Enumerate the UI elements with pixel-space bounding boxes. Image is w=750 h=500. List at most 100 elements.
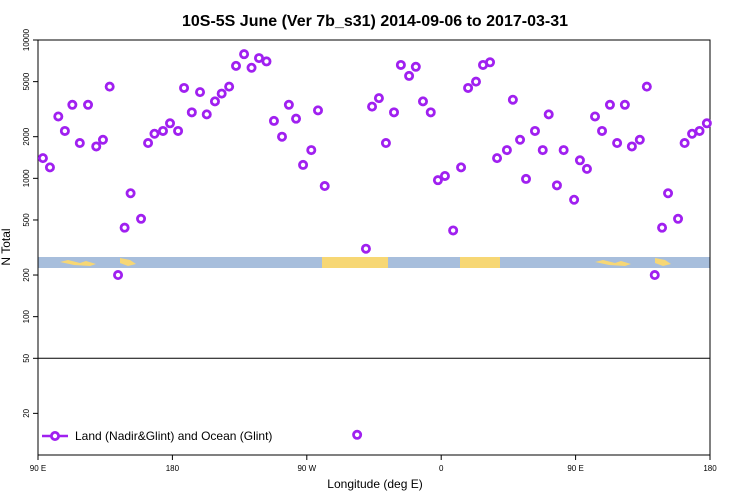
point <box>619 99 630 110</box>
x-tick-label: 180 <box>703 464 717 473</box>
point <box>649 270 660 281</box>
point <box>626 141 637 152</box>
plot-frame <box>37 39 711 456</box>
point <box>157 125 168 136</box>
point <box>641 81 652 92</box>
point <box>306 145 317 156</box>
x-tick-label: 90 W <box>297 464 316 473</box>
point <box>634 134 645 145</box>
y-tick-label: 200 <box>22 268 31 282</box>
point <box>136 213 147 224</box>
point <box>501 145 512 156</box>
point <box>701 118 712 129</box>
point <box>195 87 206 98</box>
point <box>173 125 184 136</box>
point <box>104 81 115 92</box>
point <box>149 128 160 139</box>
point <box>448 225 459 236</box>
point <box>590 111 601 122</box>
point <box>179 82 190 93</box>
point <box>231 60 242 71</box>
y-axis-label: N Total <box>0 228 13 265</box>
point <box>83 99 94 110</box>
point <box>143 138 154 149</box>
point <box>463 82 474 93</box>
point <box>521 173 532 184</box>
point <box>360 243 371 254</box>
chart-title: 10S-5S June (Ver 7b_s31) 2014-09-06 to 2… <box>182 13 568 30</box>
point <box>679 138 690 149</box>
y-tick-label: 20 <box>22 408 31 417</box>
point <box>254 53 265 64</box>
point <box>537 145 548 156</box>
point <box>439 170 450 181</box>
legend: Land (Nadir&Glint) and Ocean (Glint) <box>42 429 272 443</box>
point <box>165 118 176 129</box>
legend-label: Land (Nadir&Glint) and Ocean (Glint) <box>75 429 272 443</box>
point <box>367 101 378 112</box>
point <box>657 222 668 233</box>
point <box>456 162 467 173</box>
point <box>59 125 70 136</box>
point <box>574 155 585 166</box>
point <box>113 270 124 281</box>
point <box>186 107 197 118</box>
point <box>529 125 540 136</box>
point <box>380 138 391 149</box>
point <box>352 429 363 440</box>
point <box>319 181 330 192</box>
y-tick-label: 100 <box>22 309 31 323</box>
y-tick-label: 10000 <box>22 28 31 51</box>
point <box>663 188 674 199</box>
point <box>239 49 250 60</box>
point <box>673 213 684 224</box>
point <box>67 99 78 110</box>
point <box>515 134 526 145</box>
point <box>694 125 705 136</box>
y-tick-label: 50 <box>22 353 31 362</box>
point <box>558 145 569 156</box>
point <box>492 153 503 164</box>
point <box>597 125 608 136</box>
point <box>97 134 108 145</box>
y-tick-label: 5000 <box>22 72 31 90</box>
point <box>417 96 428 107</box>
point <box>44 162 55 173</box>
point <box>543 109 554 120</box>
point <box>581 163 592 174</box>
map-strip <box>38 257 710 268</box>
point <box>404 70 415 81</box>
y-tick-label: 500 <box>22 213 31 227</box>
point <box>410 61 421 72</box>
point <box>604 99 615 110</box>
point <box>224 81 235 92</box>
x-tick-label: 90 E <box>30 464 46 473</box>
point <box>268 115 279 126</box>
x-tick-label: 90 E <box>567 464 583 473</box>
point <box>298 159 309 170</box>
point <box>485 57 496 68</box>
point <box>119 222 130 233</box>
point <box>312 105 323 116</box>
point <box>261 56 272 67</box>
point <box>612 138 623 149</box>
point <box>283 99 294 110</box>
point <box>201 109 212 120</box>
y-tick-label: 1000 <box>22 169 31 187</box>
point <box>395 59 406 70</box>
point <box>425 107 436 118</box>
point <box>277 131 288 142</box>
x-tick-label: 180 <box>166 464 180 473</box>
point <box>470 76 481 87</box>
point <box>53 111 64 122</box>
point <box>551 180 562 191</box>
legend-marker <box>50 430 61 441</box>
point <box>216 88 227 99</box>
point <box>37 153 48 164</box>
point <box>291 113 302 124</box>
point <box>507 94 518 105</box>
point <box>569 194 580 205</box>
point <box>432 175 443 186</box>
point <box>209 96 220 107</box>
